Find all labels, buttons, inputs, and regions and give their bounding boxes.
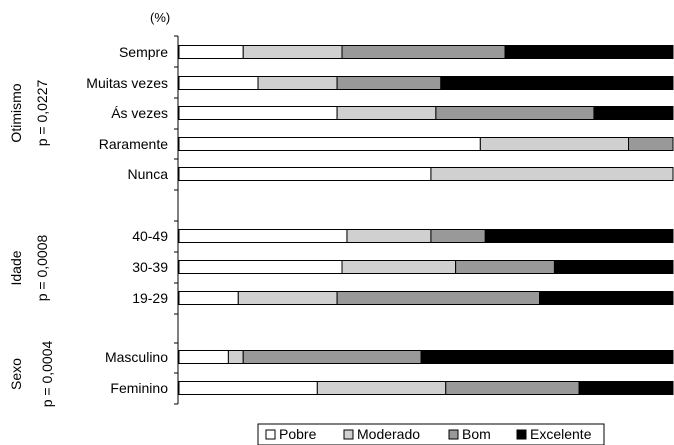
group-title: Sexo — [8, 358, 24, 390]
group-subtitle: p = 0,0004 — [39, 341, 55, 408]
bar-segment-excelente — [504, 45, 674, 59]
bar-segment-excelente — [553, 260, 674, 274]
bar-segment-excelente — [484, 229, 674, 243]
bar-segment-moderado — [346, 229, 432, 243]
bar-segment-excelente — [440, 76, 674, 90]
legend-label-bom: Bom — [462, 426, 491, 442]
category-label: Nunca — [128, 166, 169, 182]
legend-swatch-moderado — [343, 429, 354, 440]
legend-box — [257, 423, 605, 445]
category-label: Masculino — [105, 349, 168, 365]
legend-swatch-excelente — [516, 429, 527, 440]
bar-segment-excelente — [420, 350, 674, 364]
bar-segment-moderado — [341, 260, 457, 274]
bar-segment-bom — [242, 350, 422, 364]
bar-segment-moderado — [237, 291, 338, 305]
bar-segment-bom — [628, 137, 674, 151]
group-title: Idade — [8, 250, 24, 285]
bar-segment-pobre — [178, 106, 338, 120]
bar-segment-pobre — [178, 45, 244, 59]
bar-segment-pobre — [178, 350, 229, 364]
legend: Pobre Moderado Bom Excelente — [257, 423, 605, 445]
bar-segment-pobre — [178, 291, 239, 305]
bar-segment-pobre — [178, 76, 259, 90]
category-label: 30-39 — [132, 259, 168, 275]
bar-segment-pobre — [178, 260, 343, 274]
category-label: 40-49 — [132, 228, 168, 244]
group-titles: Otimismo p = 0,0227 Idade p = 0,0008 Sexo p =… — [8, 80, 55, 408]
bars-layer — [178, 45, 674, 395]
group-subtitle: p = 0,0008 — [34, 235, 50, 302]
category-axis — [174, 35, 179, 405]
bar-segment-excelente — [593, 106, 674, 120]
bar-segment-bom — [430, 229, 486, 243]
bar-segment-pobre — [178, 167, 432, 181]
bar-segment-moderado — [242, 45, 343, 59]
bar-segment-pobre — [178, 229, 348, 243]
bar-segment-moderado — [227, 350, 244, 364]
category-label: 19-29 — [132, 290, 168, 306]
legend-label-moderado: Moderado — [357, 426, 420, 442]
bar-segment-bom — [336, 76, 442, 90]
bar-segment-excelente — [539, 291, 674, 305]
bar-segment-bom — [445, 381, 580, 395]
category-label: Feminino — [110, 380, 168, 396]
group-subtitle: p = 0,0227 — [34, 80, 50, 147]
legend-swatch-pobre — [265, 429, 276, 440]
bar-segment-bom — [341, 45, 506, 59]
unit-label: (%) — [150, 10, 170, 25]
bar-segment-moderado — [430, 167, 674, 181]
category-label: Muitas vezes — [86, 75, 168, 91]
category-label: Raramente — [99, 136, 168, 152]
group-title: Otimismo — [8, 83, 24, 142]
bar-segment-moderado — [257, 76, 338, 90]
bar-segment-moderado — [316, 381, 447, 395]
legend-swatch-bom — [448, 429, 459, 440]
legend-label-excelente: Excelente — [530, 426, 592, 442]
bar-segment-excelente — [578, 381, 674, 395]
bar-segment-pobre — [178, 381, 318, 395]
bar-segment-moderado — [479, 137, 630, 151]
bar-segment-bom — [455, 260, 555, 274]
bar-segment-bom — [435, 106, 595, 120]
category-labels: Sempre Muitas vezes Ás vezes Raramente Nunca… — [86, 44, 168, 396]
bar-segment-moderado — [336, 106, 437, 120]
category-label: Ás vezes — [111, 105, 168, 121]
bar-segment-pobre — [178, 137, 481, 151]
category-label: Sempre — [119, 44, 168, 60]
legend-label-pobre: Pobre — [279, 426, 317, 442]
bar-segment-bom — [336, 291, 541, 305]
